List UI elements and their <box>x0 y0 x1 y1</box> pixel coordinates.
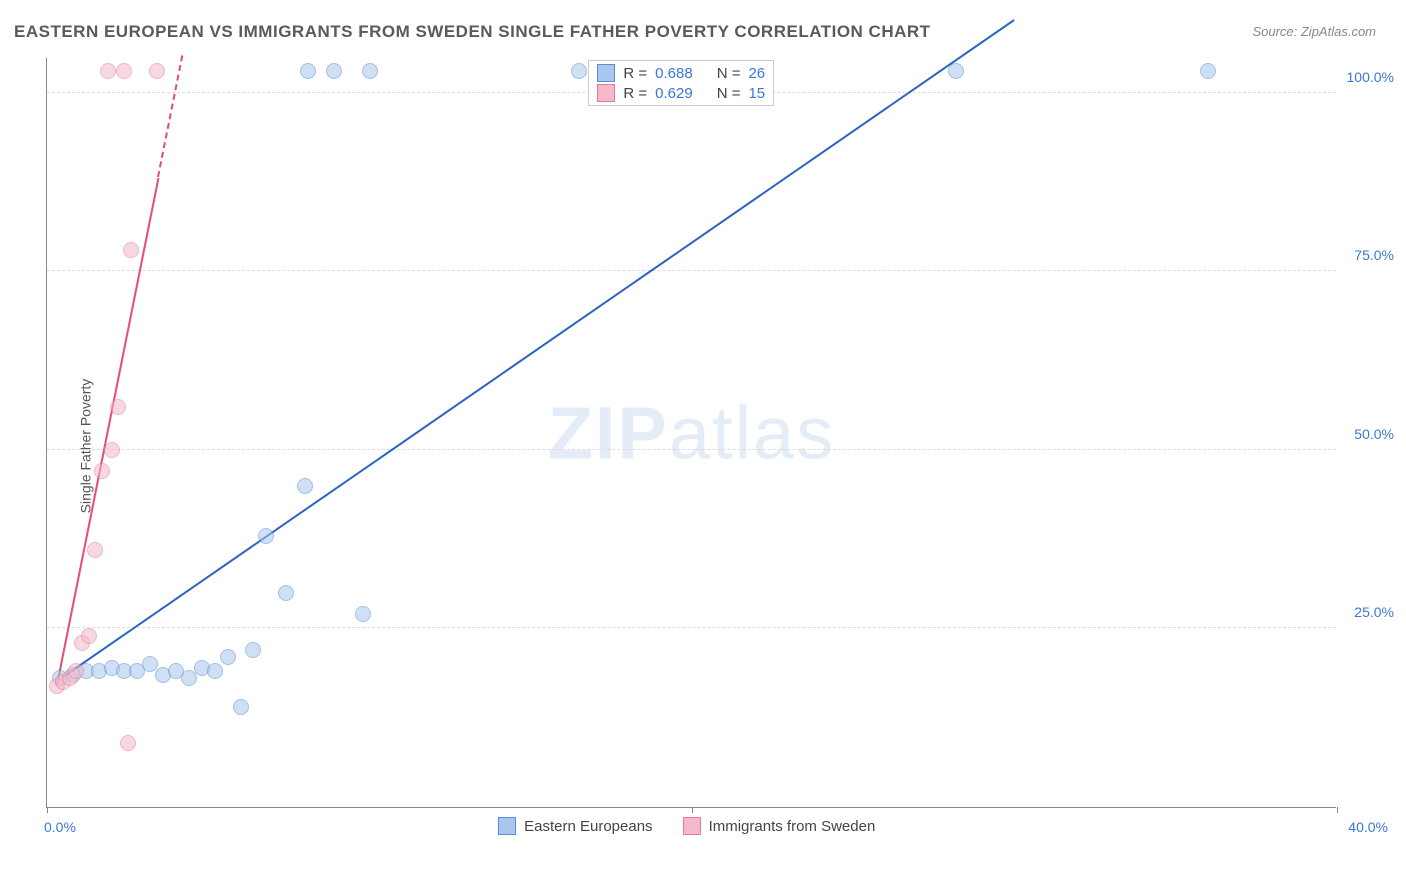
legend-label: Eastern Europeans <box>524 818 652 835</box>
data-point <box>104 442 120 458</box>
data-point <box>120 735 136 751</box>
data-point <box>300 63 316 79</box>
watermark-atlas: atlas <box>669 391 835 474</box>
chart-title: EASTERN EUROPEAN VS IMMIGRANTS FROM SWED… <box>14 22 931 42</box>
legend-r-value: 0.629 <box>655 85 693 102</box>
data-point <box>362 63 378 79</box>
data-point <box>1200 63 1216 79</box>
data-point <box>207 663 223 679</box>
legend-swatch <box>683 817 701 835</box>
x-tick-label: 40.0% <box>1348 819 1388 835</box>
legend-item: Eastern Europeans <box>498 817 652 835</box>
data-point <box>68 663 84 679</box>
legend-n-label: N = <box>717 85 741 102</box>
data-point <box>110 399 126 415</box>
data-point <box>297 478 313 494</box>
legend-stats-row: R = 0.629 N = 15 <box>597 84 765 102</box>
data-point <box>181 670 197 686</box>
legend-label: Immigrants from Sweden <box>709 818 876 835</box>
data-point <box>258 528 274 544</box>
legend-r-label: R = <box>623 85 647 102</box>
data-point <box>326 63 342 79</box>
data-point <box>149 63 165 79</box>
trend-line <box>63 19 1016 678</box>
legend-series: Eastern Europeans Immigrants from Sweden <box>498 817 875 835</box>
y-tick-label: 100.0% <box>1347 69 1394 85</box>
gridline <box>47 270 1336 271</box>
legend-n-label: N = <box>717 65 741 82</box>
x-tick-label: 0.0% <box>44 819 76 835</box>
y-tick-label: 50.0% <box>1354 426 1394 442</box>
watermark: ZIPatlas <box>548 390 835 475</box>
x-tick <box>1337 807 1338 813</box>
data-point <box>81 628 97 644</box>
plot-area: ZIPatlas 25.0%50.0%75.0%100.0%0.0%40.0%R… <box>46 58 1336 808</box>
data-point <box>355 606 371 622</box>
y-tick-label: 25.0% <box>1354 604 1394 620</box>
legend-r-label: R = <box>623 65 647 82</box>
x-tick <box>47 807 48 813</box>
legend-stats-row: R = 0.688 N = 26 <box>597 64 765 82</box>
gridline <box>47 627 1336 628</box>
legend-n-value: 15 <box>748 85 765 102</box>
legend-swatch <box>498 817 516 835</box>
data-point <box>245 642 261 658</box>
data-point <box>123 242 139 258</box>
watermark-zip: ZIP <box>548 391 669 474</box>
data-point <box>571 63 587 79</box>
data-point <box>220 649 236 665</box>
legend-swatch <box>597 84 615 102</box>
legend-item: Immigrants from Sweden <box>683 817 876 835</box>
gridline <box>47 449 1336 450</box>
data-point <box>116 63 132 79</box>
source-label: Source: ZipAtlas.com <box>1252 24 1376 39</box>
data-point <box>233 699 249 715</box>
data-point <box>948 63 964 79</box>
legend-n-value: 26 <box>748 65 765 82</box>
data-point <box>100 63 116 79</box>
legend-swatch <box>597 64 615 82</box>
data-point <box>94 463 110 479</box>
data-point <box>278 585 294 601</box>
data-point <box>87 542 103 558</box>
legend-stats: R = 0.688 N = 26 R = 0.629 N = 15 <box>588 60 774 106</box>
trend-line <box>56 177 159 685</box>
legend-r-value: 0.688 <box>655 65 693 82</box>
y-tick-label: 75.0% <box>1354 247 1394 263</box>
x-tick <box>692 807 693 813</box>
